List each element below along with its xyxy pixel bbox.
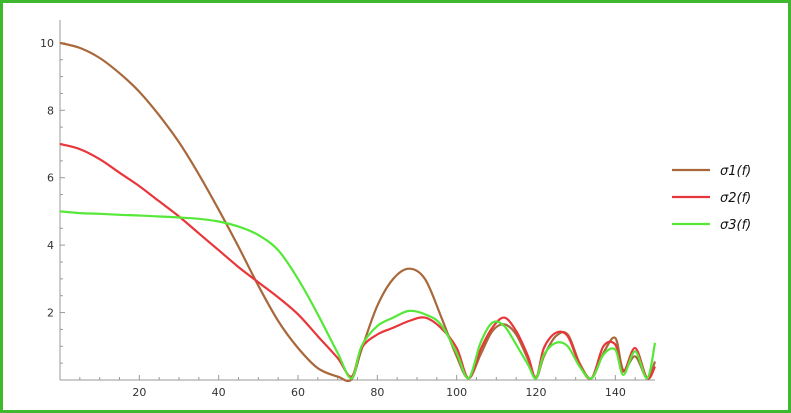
x-tick-label: 40 xyxy=(212,386,226,399)
x-tick-label: 80 xyxy=(370,386,384,399)
x-tick-label: 140 xyxy=(605,386,626,399)
series-lines xyxy=(59,41,657,383)
legend-label-2: σ2(f) xyxy=(720,191,751,206)
x-tick-label: 60 xyxy=(291,386,305,399)
x-tick-label: 120 xyxy=(526,386,547,399)
legend-label-3: σ3(f) xyxy=(720,218,751,233)
y-tick-label: 6 xyxy=(47,172,54,185)
y-tick-label: 2 xyxy=(47,307,54,320)
series-line-3 xyxy=(59,210,657,380)
axes: 20 40 60 80 100 120 140 2 4 6 8 10 xyxy=(40,20,655,399)
legend-label-1: σ1(f) xyxy=(720,164,751,179)
x-tick-label: 100 xyxy=(446,386,467,399)
x-tick-label: 20 xyxy=(132,386,146,399)
y-tick-label: 10 xyxy=(40,37,54,50)
y-tick-label: 4 xyxy=(47,239,54,252)
y-tick-label: 8 xyxy=(47,104,54,117)
series-line-1 xyxy=(59,41,657,383)
legend: σ1(f) σ2(f) σ3(f) xyxy=(672,164,751,233)
